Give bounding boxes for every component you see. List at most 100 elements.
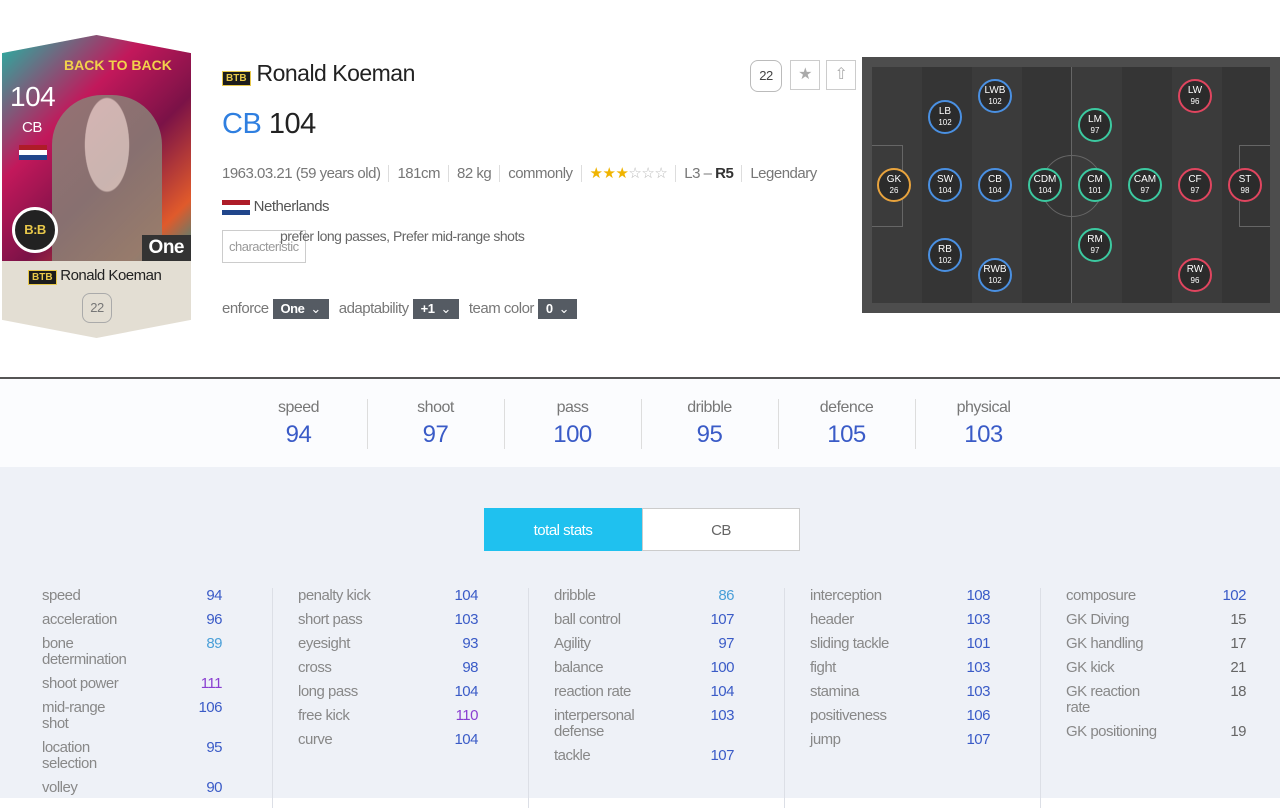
stat-row: balance 100: [554, 660, 734, 676]
stat-value: 103: [710, 707, 734, 724]
level: 22: [750, 60, 782, 92]
position-value: 96: [1190, 276, 1200, 285]
position-marker[interactable]: LW 96: [1178, 79, 1212, 113]
stat-value: 107: [710, 747, 734, 764]
stat-name: cross: [298, 659, 332, 676]
tab[interactable]: CB: [642, 508, 800, 551]
position-label: GK: [886, 174, 902, 185]
stat-value: 111: [200, 675, 223, 692]
summary-name: shoot: [417, 399, 454, 416]
position-label: RW: [1186, 264, 1204, 275]
stat-name: interception: [810, 587, 882, 604]
position-marker[interactable]: RB 102: [928, 238, 962, 272]
stat-name: shoot power: [42, 675, 119, 692]
stat-row: GK Diving 15: [1066, 612, 1246, 628]
stat-name: GK handling: [1066, 635, 1144, 652]
summary-name: dribble: [687, 399, 732, 416]
stat-row: reaction rate 104: [554, 684, 734, 700]
summary-cell: defence 105: [778, 399, 916, 449]
stat-name: positiveness: [810, 707, 887, 724]
stat-name: bone determination: [42, 635, 127, 668]
tag: BTB: [28, 270, 57, 285]
stat-row: header 103: [810, 612, 990, 628]
stat-row: curve 104: [298, 732, 478, 748]
controls: enforce One ⌄ adaptability +1 ⌄ team color 0 ⌄: [222, 299, 587, 319]
stat-row: interception 108: [810, 588, 990, 604]
position-marker[interactable]: CB 104: [978, 168, 1012, 202]
stat-row: tackle 107: [554, 748, 734, 764]
position-marker[interactable]: CF 97: [1178, 168, 1212, 202]
position-label: CB: [988, 174, 1002, 185]
stat-value: 104: [454, 731, 478, 748]
stat-value: 93: [462, 635, 478, 652]
stat-value: 18: [1230, 683, 1246, 700]
position-marker[interactable]: LWB 102: [978, 79, 1012, 113]
badge: B:B: [12, 207, 58, 253]
stat-name: header: [810, 611, 854, 628]
position-marker[interactable]: LM 97: [1078, 108, 1112, 142]
stat-value: 95: [206, 739, 222, 756]
stat-value: 21: [1230, 659, 1246, 676]
position-marker[interactable]: LB 102: [928, 100, 962, 134]
control-value[interactable]: +1 ⌄: [412, 299, 459, 319]
summary-value: 95: [696, 421, 723, 448]
stat-row: mid-range shot 106: [42, 700, 222, 732]
summary-value: 103: [964, 421, 1003, 448]
flag: [19, 145, 47, 160]
share-button[interactable]: ⇧: [826, 60, 856, 90]
position-marker[interactable]: GK 26: [877, 168, 911, 202]
bonus: One: [141, 235, 191, 261]
position-label: CF: [1188, 174, 1202, 185]
dropdown-icon: ⌄: [310, 301, 321, 316]
position-marker[interactable]: CM 101: [1078, 168, 1112, 202]
stat-row: speed 94: [42, 588, 222, 604]
stat-row: penalty kick 104: [298, 588, 478, 604]
stat-row: interpersonal defense 103: [554, 708, 734, 740]
stat-row: volley 90: [42, 780, 222, 796]
stat-row: short pass 103: [298, 612, 478, 628]
ovr-row: CB 104: [222, 108, 316, 141]
stat-row: fight 103: [810, 660, 990, 676]
tab[interactable]: total stats: [484, 508, 642, 551]
nation-row: Netherlands: [222, 198, 330, 215]
stat-value: 103: [966, 611, 990, 628]
position-marker[interactable]: CDM 104: [1028, 168, 1062, 202]
stat-value: 97: [718, 635, 734, 652]
position-marker[interactable]: RW 96: [1178, 258, 1212, 292]
position-label: RM: [1087, 234, 1103, 245]
stat-name: free kick: [298, 707, 350, 724]
position-marker[interactable]: CAM 97: [1128, 168, 1162, 202]
summary-cell: shoot 97: [367, 399, 505, 449]
ovr: 104: [268, 108, 316, 140]
stat-column: interception 108 header 103 sliding tackle 10…: [810, 588, 1041, 808]
stat-value: 108: [966, 587, 990, 604]
control-value[interactable]: 0 ⌄: [537, 299, 578, 319]
star: ☆: [654, 165, 668, 182]
stat-name: GK kick: [1066, 659, 1115, 676]
stat-value: 96: [206, 611, 222, 628]
stat-value: 104: [454, 683, 478, 700]
position-marker[interactable]: SW 104: [928, 168, 962, 202]
position-value: 97: [1140, 186, 1150, 195]
position-marker[interactable]: ST 98: [1228, 168, 1262, 202]
season: BACK TO BACK: [64, 57, 172, 73]
nationality: Netherlands: [253, 198, 330, 215]
position-value: 96: [1190, 97, 1200, 106]
control-value[interactable]: One ⌄: [272, 299, 329, 319]
stat-value: 98: [462, 659, 478, 676]
favorite-button[interactable]: ★: [790, 60, 820, 90]
position-marker[interactable]: RM 97: [1078, 228, 1112, 262]
stat-name: mid-range shot: [42, 699, 106, 732]
trait-text: prefer long passes, Prefer mid-range sho…: [280, 228, 525, 244]
stat-name: stamina: [810, 683, 860, 700]
star: ☆: [628, 165, 642, 182]
summary-cell: physical 103: [915, 399, 1052, 449]
stat-column: composure 102 GK Diving 15 GK handling 17 GK k…: [1066, 588, 1280, 808]
stat-value: 90: [206, 779, 222, 796]
info-row: 1963.03.21 (59 years old) 181cm 82 kg commo…: [222, 164, 825, 182]
summary-name: defence: [819, 399, 874, 416]
position-marker[interactable]: RWB 102: [978, 258, 1012, 292]
control-label: adaptability: [338, 300, 409, 317]
position-label: CM: [1087, 174, 1103, 185]
birth: 1963.03.21 (59 years old): [222, 165, 381, 182]
